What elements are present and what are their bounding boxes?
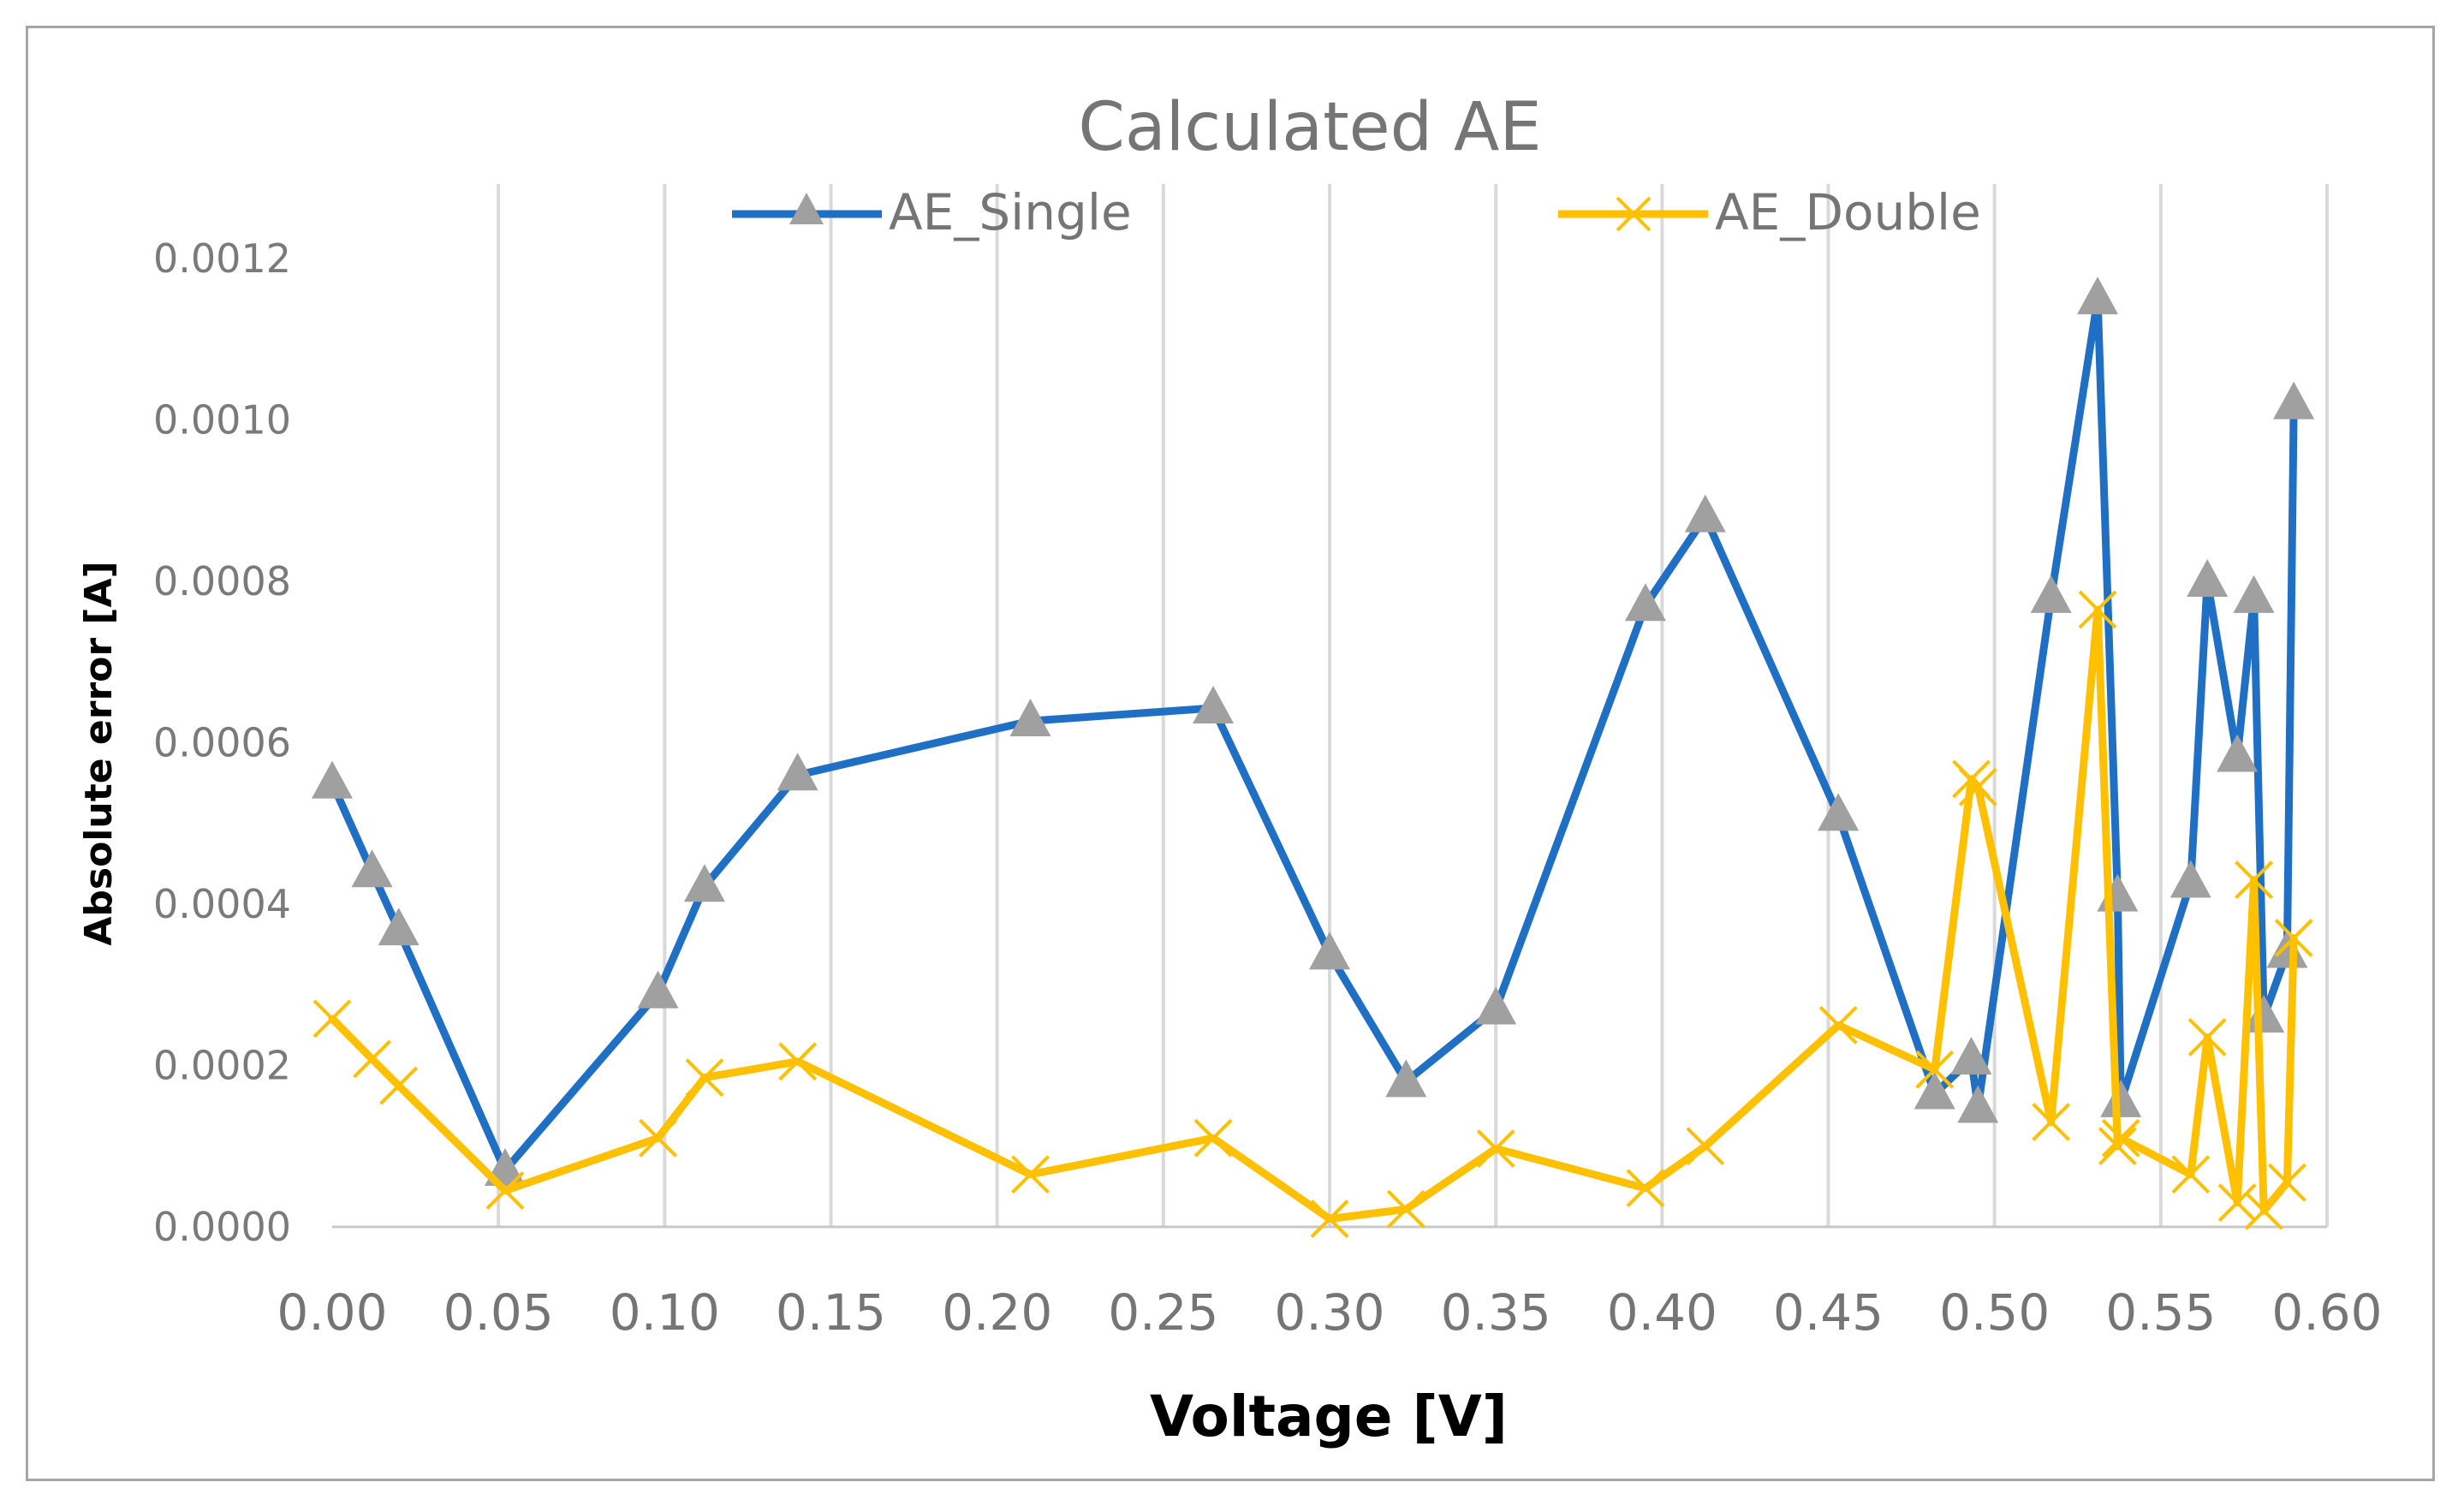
data-point-x	[485, 1171, 525, 1211]
x-tick-label: 0.15	[776, 1283, 886, 1342]
series-ae-double	[312, 590, 2313, 1238]
chart-title: Calculated AE	[1078, 89, 1541, 166]
legend-label-ae-double: AE_Double	[1715, 183, 1981, 241]
data-point-triangle	[1950, 1036, 1992, 1074]
legend-item-ae-double: AE_Double	[1558, 183, 1981, 241]
data-point-triangle	[351, 849, 393, 888]
data-point-x	[2244, 1191, 2283, 1230]
x-tick-label: 0.25	[1108, 1283, 1218, 1342]
x-tick-label: 0.45	[1773, 1283, 1884, 1342]
data-point-x	[1958, 767, 1997, 807]
data-point-triangle	[1684, 494, 1726, 533]
data-point-triangle	[2243, 994, 2285, 1033]
data-point-triangle	[1957, 1085, 1999, 1123]
x-tick-label: 0.20	[942, 1283, 1052, 1342]
data-point-x	[2235, 860, 2273, 900]
data-point-x	[685, 1058, 724, 1098]
data-point-triangle	[2217, 734, 2259, 772]
data-point-triangle	[378, 908, 420, 946]
data-point-x	[1476, 1129, 1515, 1168]
data-point-triangle	[777, 753, 818, 791]
data-point-x	[379, 1066, 419, 1105]
data-point-triangle	[2077, 277, 2119, 315]
x-tick-label: 0.10	[610, 1283, 720, 1342]
data-point-triangle	[2030, 574, 2072, 613]
x-tick-label: 0.30	[1274, 1283, 1384, 1342]
data-point-triangle	[1475, 986, 1517, 1025]
data-point-x	[2101, 1118, 2140, 1158]
data-point-x	[1011, 1155, 1050, 1194]
y-tick-label: 0.0000	[153, 1204, 291, 1250]
data-point-x	[2078, 590, 2117, 629]
data-point-x	[1626, 1169, 1665, 1208]
legend-triangle-icon	[789, 193, 824, 224]
data-point-x	[1915, 1050, 1955, 1089]
y-tick-label: 0.0012	[153, 235, 291, 282]
x-axis-label: Voltage [V]	[1150, 1384, 1508, 1449]
data-point-x	[2267, 1163, 2306, 1202]
x-tick-label: 0.00	[277, 1283, 387, 1342]
y-tick-label: 0.0010	[153, 397, 291, 443]
data-point-triangle	[312, 760, 353, 799]
legend-label-ae-single: AE_Single	[889, 183, 1132, 241]
series-ae-single	[312, 277, 2315, 1187]
data-point-x	[1818, 1005, 1858, 1045]
data-point-x	[778, 1042, 818, 1081]
data-point-triangle	[2273, 381, 2315, 420]
series-layer	[312, 277, 2315, 1238]
chart-frame	[26, 26, 2435, 1481]
data-point-x	[2171, 1155, 2211, 1194]
x-tick-labels: 0.00 0.05 0.10 0.15 0.20 0.25 0.30 0.35 0.40 0.45…	[277, 1283, 2382, 1342]
data-point-triangle	[683, 864, 725, 902]
data-point-triangle	[2169, 860, 2211, 898]
legend-x-icon	[1616, 196, 1652, 232]
data-point-x	[2217, 1183, 2257, 1223]
data-point-triangle	[1009, 699, 1051, 737]
data-point-triangle	[2187, 559, 2229, 597]
data-point-x	[1193, 1118, 1233, 1158]
data-point-triangle	[1913, 1071, 1955, 1110]
x-tick-label: 0.35	[1441, 1283, 1551, 1342]
x-tick-label: 0.05	[443, 1283, 554, 1342]
x-tick-label: 0.50	[1939, 1283, 2050, 1342]
y-tick-label: 0.0008	[153, 558, 291, 604]
data-point-triangle	[1309, 932, 1350, 970]
x-tick-label: 0.40	[1607, 1283, 1717, 1342]
y-tick-label: 0.0002	[153, 1043, 291, 1089]
data-point-x	[2274, 919, 2313, 957]
data-point-triangle	[2100, 1079, 2142, 1117]
data-point-x	[1310, 1199, 1349, 1238]
y-axis-label: Absolute error [A]	[77, 561, 121, 945]
data-point-x	[1386, 1189, 1425, 1229]
x-tick-label: 0.60	[2271, 1283, 2382, 1342]
data-point-triangle	[637, 970, 679, 1009]
legend: AE_Single AE_Double	[732, 183, 1981, 241]
data-point-x	[2032, 1103, 2071, 1141]
data-point-x	[2098, 1127, 2137, 1166]
y-tick-label: 0.0006	[153, 720, 291, 766]
y-tick-labels: 0.0000 0.0002 0.0004 0.0006 0.0008 0.0010 0.00…	[153, 235, 291, 1250]
data-point-x	[639, 1118, 677, 1158]
data-point-x	[312, 999, 352, 1039]
series-line	[328, 295, 2298, 1175]
data-point-x	[1686, 1127, 1725, 1166]
data-point-triangle	[2266, 930, 2308, 968]
gridlines	[497, 184, 2329, 1227]
data-point-triangle	[2233, 574, 2275, 613]
data-point-triangle	[1385, 1059, 1427, 1098]
x-tick-label: 0.55	[2105, 1283, 2216, 1342]
data-point-triangle	[1818, 793, 1860, 831]
data-point-triangle	[1193, 685, 1235, 723]
data-point-triangle	[1624, 583, 1666, 622]
y-tick-label: 0.0004	[153, 881, 291, 927]
data-point-triangle	[2097, 873, 2139, 912]
legend-item-ae-single: AE_Single	[732, 183, 1132, 241]
data-point-x	[2187, 1018, 2227, 1057]
